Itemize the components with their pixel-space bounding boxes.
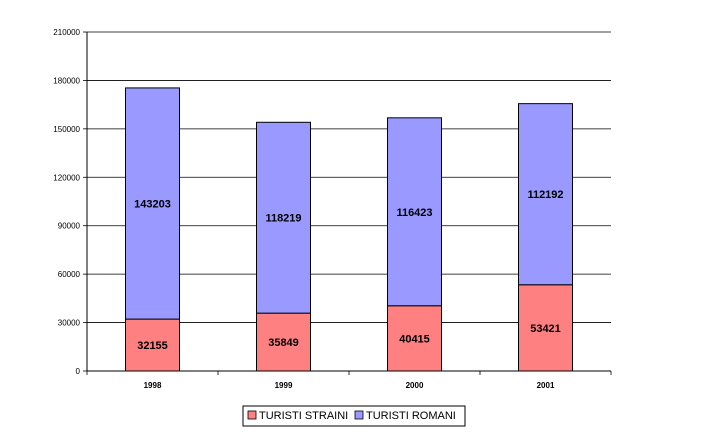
- y-tick-label: 210000: [53, 28, 80, 37]
- bar-segment-straini-1999: [256, 312, 311, 372]
- legend-box: [242, 405, 466, 427]
- x-tick-label: 2001: [537, 381, 555, 390]
- legend-swatch-romani: [354, 410, 364, 420]
- data-label: 116423: [396, 207, 432, 219]
- data-label: 32155: [137, 340, 168, 352]
- legend: TURISTI STRAINI TURISTI ROMANI: [242, 405, 466, 427]
- y-tick-label: 30000: [58, 319, 81, 328]
- bar-segment-romani-1998: [125, 87, 180, 320]
- legend-label-romani: TURISTI ROMANI: [366, 410, 456, 422]
- y-tick-label: 90000: [58, 222, 81, 231]
- legend-swatch-straini: [247, 410, 257, 420]
- bar-segment-romani-2001: [518, 103, 573, 286]
- x-tick-label: 2000: [406, 381, 424, 390]
- bars: 32155 143203 35849 118219 40415 116423 53421 11…: [125, 87, 573, 372]
- data-label: 40415: [399, 333, 430, 345]
- x-tick-label: 1998: [144, 381, 162, 390]
- bar-segment-romani-2000: [387, 117, 442, 307]
- bar-segment-straini-1998: [125, 318, 180, 372]
- x-tick-label: 1999: [275, 381, 293, 390]
- y-axis: 0 30000 60000 90000 120000 150000 180000 210000: [53, 28, 88, 376]
- data-label: 118219: [265, 213, 301, 225]
- data-label: 112192: [527, 189, 563, 201]
- y-tick-label: 180000: [53, 76, 80, 85]
- bar-segment-straini-2000: [387, 305, 442, 372]
- y-tick-label: 150000: [53, 125, 80, 134]
- x-axis: 1998 1999 2000 2001: [86, 370, 612, 390]
- y-tick-label: 120000: [53, 173, 80, 182]
- bar-segment-romani-1999: [256, 121, 311, 314]
- data-label: 143203: [134, 199, 171, 211]
- data-label: 53421: [530, 323, 561, 335]
- data-label: 35849: [268, 337, 299, 349]
- y-tick-label: 0: [76, 367, 81, 376]
- legend-label-straini: TURISTI STRAINI: [259, 410, 348, 422]
- y-tick-label: 60000: [58, 270, 81, 279]
